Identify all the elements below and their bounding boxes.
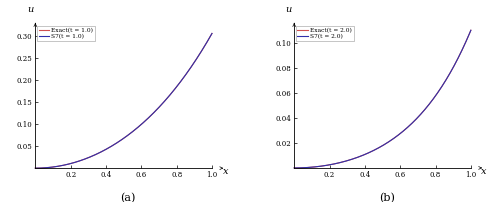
S7(t = 2.0) bbox=[387, 140, 393, 142]
Exact(t = 1.0) bbox=[138, 124, 143, 126]
S7(t = 1.0) bbox=[204, 40, 210, 42]
S7(t = 1.0) bbox=[116, 140, 122, 143]
S7(t = 2.0) bbox=[464, 39, 469, 41]
Exact(t = 1.0) bbox=[204, 40, 210, 42]
Legend: Exact(t = 1.0), S7(t = 1.0): Exact(t = 1.0), S7(t = 1.0) bbox=[37, 26, 95, 41]
Exact(t = 1.0) bbox=[32, 167, 38, 169]
S7(t = 2.0) bbox=[396, 133, 402, 135]
S7(t = 1.0) bbox=[177, 81, 183, 83]
S7(t = 2.0) bbox=[468, 29, 474, 32]
Text: u: u bbox=[286, 5, 292, 14]
S7(t = 1.0) bbox=[138, 124, 143, 126]
Exact(t = 2.0) bbox=[291, 167, 297, 169]
Exact(t = 2.0) bbox=[387, 140, 393, 142]
Line: S7(t = 1.0): S7(t = 1.0) bbox=[36, 34, 212, 168]
S7(t = 2.0) bbox=[291, 167, 297, 169]
Exact(t = 1.0) bbox=[118, 139, 124, 142]
Exact(t = 2.0) bbox=[468, 29, 474, 32]
Exact(t = 1.0) bbox=[116, 140, 122, 143]
Text: u: u bbox=[27, 5, 33, 14]
Exact(t = 2.0) bbox=[375, 147, 381, 149]
S7(t = 1.0) bbox=[128, 132, 134, 134]
S7(t = 2.0) bbox=[376, 146, 382, 149]
Exact(t = 2.0) bbox=[436, 89, 442, 92]
Text: (a): (a) bbox=[120, 193, 136, 202]
S7(t = 1.0) bbox=[209, 32, 215, 35]
Line: Exact(t = 1.0): Exact(t = 1.0) bbox=[36, 34, 212, 168]
Text: (b): (b) bbox=[379, 193, 395, 202]
S7(t = 2.0) bbox=[436, 90, 442, 92]
S7(t = 2.0) bbox=[375, 147, 381, 149]
Text: x: x bbox=[482, 167, 487, 176]
S7(t = 1.0) bbox=[32, 167, 38, 169]
Exact(t = 2.0) bbox=[464, 39, 469, 41]
S7(t = 1.0) bbox=[118, 139, 124, 142]
Exact(t = 1.0) bbox=[128, 132, 134, 134]
Exact(t = 2.0) bbox=[376, 146, 382, 149]
Line: Exact(t = 2.0): Exact(t = 2.0) bbox=[294, 30, 471, 168]
Exact(t = 1.0) bbox=[177, 81, 183, 83]
Text: x: x bbox=[222, 167, 228, 176]
Exact(t = 1.0) bbox=[209, 32, 215, 35]
Legend: Exact(t = 2.0), S7(t = 2.0): Exact(t = 2.0), S7(t = 2.0) bbox=[296, 26, 354, 41]
Line: S7(t = 2.0): S7(t = 2.0) bbox=[294, 30, 471, 168]
Exact(t = 2.0) bbox=[396, 133, 402, 135]
